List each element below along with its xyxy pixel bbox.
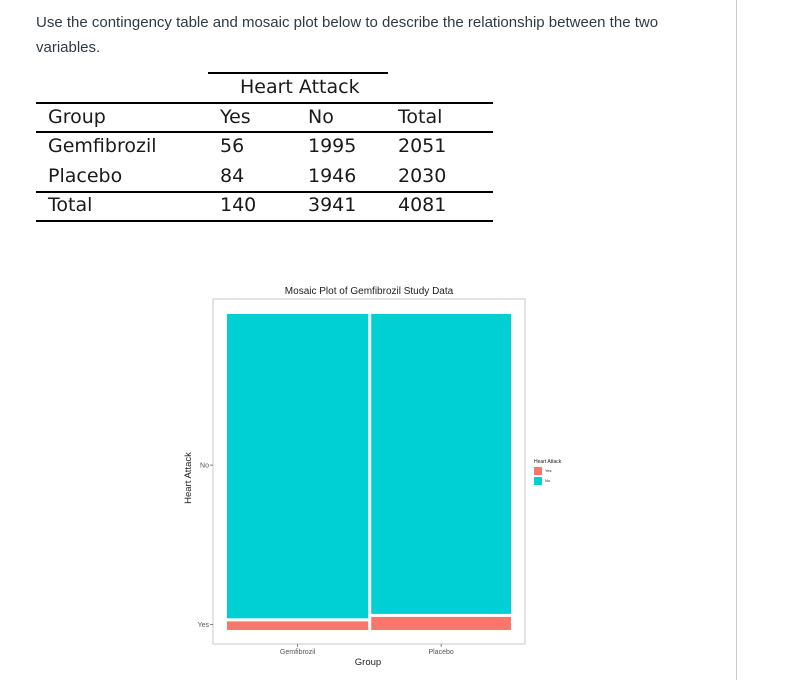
- header-group: Group: [48, 106, 106, 128]
- table-cell: 56: [220, 135, 245, 157]
- legend-swatch: [534, 477, 542, 485]
- table-cell: 3941: [308, 194, 357, 216]
- spanner-rule: [208, 72, 388, 74]
- table-cell: 4081: [398, 194, 447, 216]
- contingency-table: Heart Attack Group Yes No Total Gemfibro…: [0, 0, 791, 240]
- table-bottom-rule: [36, 220, 493, 222]
- legend-label: Yes: [545, 468, 552, 473]
- x-tick-label: Gemfibrozil: [280, 649, 316, 656]
- header-total: Total: [398, 106, 443, 128]
- mosaic-tile-no: [227, 314, 369, 619]
- spanner-label: Heart Attack: [240, 76, 360, 98]
- y-tick-label: Yes: [198, 622, 210, 629]
- table-cell: 2051: [398, 135, 447, 157]
- legend-label: No: [545, 478, 551, 483]
- x-tick-label: Placebo: [428, 649, 453, 656]
- content-border: [736, 0, 737, 680]
- table-cell: 1995: [308, 135, 357, 157]
- mosaic-tile-yes: [371, 616, 511, 630]
- header-yes: Yes: [220, 106, 251, 128]
- table-top-rule: [36, 102, 493, 104]
- table-row-label: Gemfibrozil: [48, 135, 157, 157]
- table-cell: 1946: [308, 165, 357, 187]
- table-cell: 140: [220, 194, 257, 216]
- legend-title: Heart Attack: [534, 459, 562, 465]
- mosaic-tile-yes: [227, 621, 369, 630]
- x-axis-title: Group: [355, 657, 381, 668]
- total-rule: [36, 191, 493, 193]
- table-row-label: Total: [48, 194, 93, 216]
- mosaic-tile-no: [371, 314, 511, 614]
- question-text: Use the contingency table and mosaic plo…: [36, 14, 659, 56]
- table-cell: 2030: [398, 165, 447, 187]
- y-tick-label: No: [200, 463, 209, 470]
- header-no: No: [308, 106, 334, 128]
- header-rule: [36, 131, 493, 133]
- chart-title: Mosaic Plot of Gemfibrozil Study Data: [285, 286, 454, 297]
- table-row-label: Placebo: [48, 165, 123, 187]
- y-axis-title: Heart Attack: [183, 452, 194, 504]
- legend-swatch: [534, 467, 542, 475]
- table-cell: 84: [220, 165, 245, 187]
